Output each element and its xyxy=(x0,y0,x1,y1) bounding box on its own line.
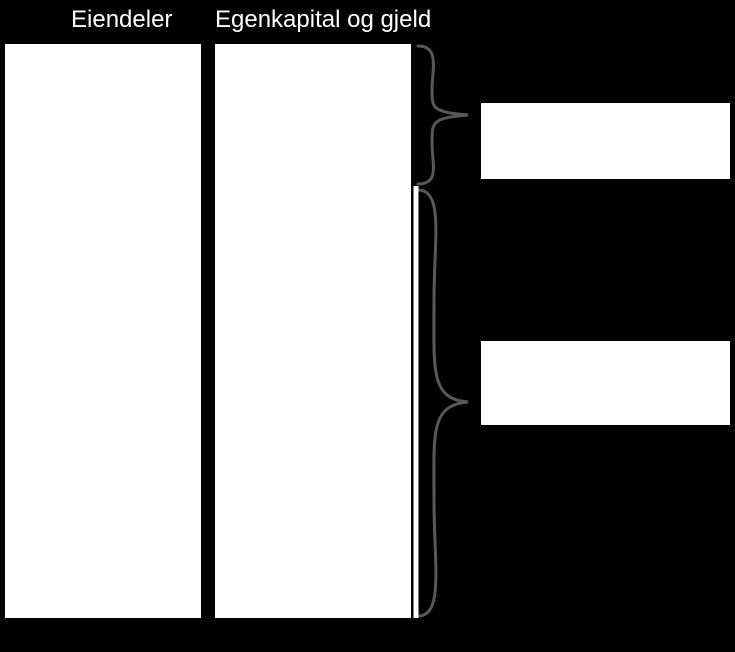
balance-diagram: Eiendeler Egenkapital og gjeld xyxy=(0,0,735,652)
right-column-divider xyxy=(0,0,735,652)
